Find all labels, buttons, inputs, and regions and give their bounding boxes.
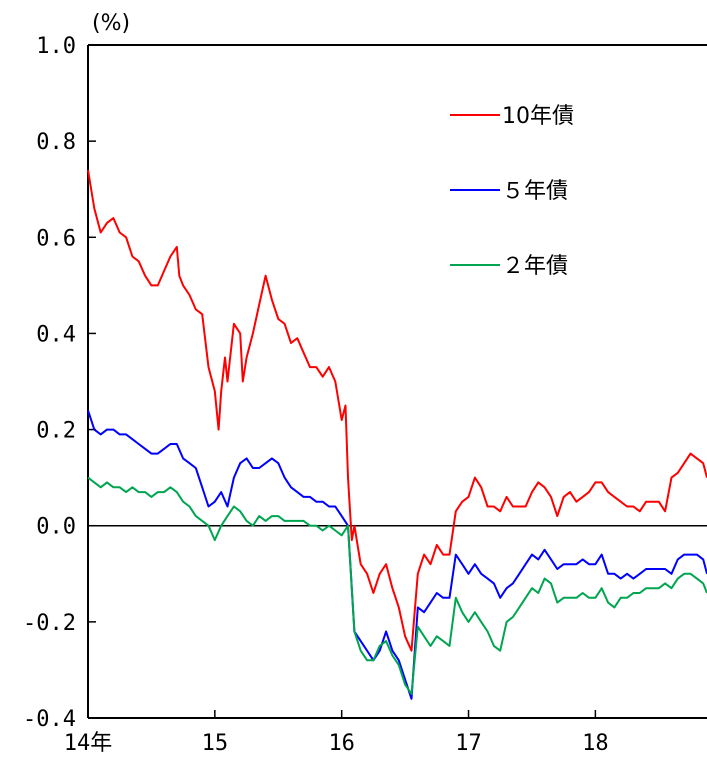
y-tick-label: 0.0: [36, 515, 76, 540]
unit-label: (%): [92, 11, 130, 36]
legend-label-1: 10年債: [502, 104, 574, 129]
x-tick-label: 17: [455, 731, 482, 756]
legend: 10年債 ５年債 ２年債: [450, 104, 574, 279]
series-line-3: [87, 476, 707, 695]
x-tick-label: 15: [202, 731, 229, 756]
y-tick-label: 1.0: [36, 34, 76, 59]
x-tick-label: 14年: [64, 731, 113, 756]
x-tick-label: 18: [582, 731, 609, 756]
y-tick-label: -0.2: [23, 611, 76, 636]
y-tick-label: 0.4: [36, 322, 76, 347]
x-axis: 14年 15 16 17 18: [64, 710, 707, 756]
series-line-2: [87, 409, 707, 700]
y-tick-label: 0.6: [36, 226, 76, 251]
y-tick-label: 0.8: [36, 130, 76, 155]
series-lines: [87, 169, 707, 700]
y-axis: 1.0 0.8 0.6 0.4 0.2 0.0 -0.2 -0.4: [23, 34, 707, 732]
x-tick-label: 16: [328, 731, 355, 756]
series-line-1: [87, 169, 707, 652]
legend-label-3: ２年債: [502, 254, 568, 279]
y-tick-label: -0.4: [23, 707, 76, 732]
y-tick-label: 0.2: [36, 419, 76, 444]
legend-label-2: ５年債: [502, 179, 568, 204]
